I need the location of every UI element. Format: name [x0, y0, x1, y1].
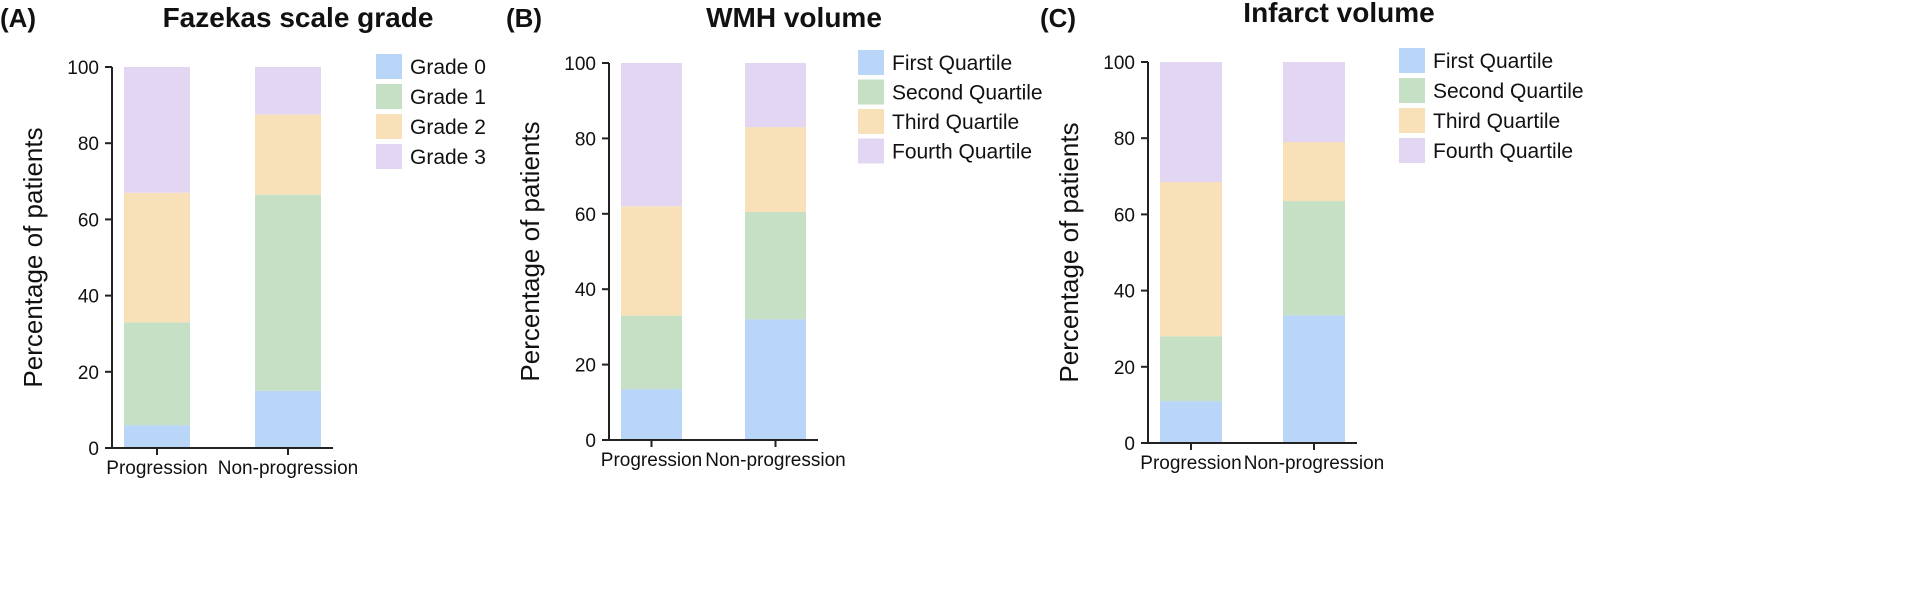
bar-segment: [1283, 315, 1345, 443]
x-tick-label: Progression: [601, 450, 702, 471]
chart-title: Fazekas scale grade: [163, 2, 434, 33]
bar-segment: [1283, 142, 1345, 202]
legend-swatch: [1399, 108, 1425, 133]
y-tick-label: 0: [88, 439, 99, 460]
y-axis-label: Percentage of patients: [515, 121, 545, 381]
bar-segment: [255, 194, 321, 391]
bar-segment: [124, 425, 190, 448]
legend-swatch: [1399, 138, 1425, 163]
panel-label: (A): [0, 3, 36, 33]
legend-label: Grade 3: [410, 146, 486, 169]
legend-label: Fourth Quartile: [892, 141, 1032, 164]
chart-panel-0: (A) Fazekas scale grade Progression Non-pro…: [0, 2, 486, 479]
y-tick-label: 80: [575, 129, 596, 150]
bar-segment: [1160, 336, 1222, 402]
y-tick-label: 20: [1114, 358, 1135, 379]
legend-swatch: [376, 84, 402, 109]
x-tick-label: Non-progression: [1244, 453, 1384, 474]
bar-segment: [1283, 201, 1345, 316]
legend-label: First Quartile: [1433, 50, 1553, 73]
chart-panel-1: (B) WMH volume Progression Non-progression 0…: [506, 2, 1043, 471]
legend-swatch: [858, 50, 884, 75]
bar-segment: [255, 67, 321, 115]
legend-label: First Quartile: [892, 52, 1012, 75]
legend-label: Grade 1: [410, 86, 486, 109]
y-axis-label: Percentage of patients: [1054, 122, 1084, 382]
legend-swatch: [858, 138, 884, 164]
y-tick-label: 100: [1103, 53, 1135, 74]
bar-segment: [255, 114, 321, 195]
legend-swatch: [376, 144, 402, 169]
bar-segment: [1160, 401, 1222, 443]
panel-label: (C): [1040, 3, 1076, 33]
x-tick-label: Non-progression: [218, 458, 358, 479]
y-tick-label: 40: [1114, 282, 1135, 303]
x-tick-label: Progression: [1140, 453, 1241, 474]
chart-title: Infarct volume: [1243, 0, 1434, 28]
legend-label: Grade 2: [410, 116, 486, 139]
chart-panel-2: (C) Infarct volume Progression Non-progress…: [1040, 0, 1584, 474]
y-tick-label: 60: [1114, 205, 1135, 226]
bar-segment: [621, 206, 682, 316]
bar-segment: [745, 63, 806, 128]
bar-segment: [621, 389, 682, 440]
bar-segment: [745, 319, 806, 440]
legend-swatch: [376, 114, 402, 139]
x-tick-label: Non-progression: [705, 450, 845, 471]
y-tick-label: 0: [1124, 434, 1135, 455]
y-tick-label: 80: [78, 134, 99, 155]
bar-segment: [1160, 62, 1222, 183]
bar-segment: [621, 63, 682, 207]
y-tick-label: 40: [78, 287, 99, 308]
legend-swatch: [1399, 48, 1425, 73]
legend-label: Fourth Quartile: [1433, 140, 1573, 163]
legend-swatch: [858, 109, 884, 134]
y-tick-label: 40: [575, 280, 596, 301]
y-tick-label: 20: [78, 363, 99, 384]
bar-segment: [124, 67, 190, 193]
y-tick-label: 0: [585, 431, 596, 452]
bar-segment: [621, 315, 682, 390]
y-tick-label: 60: [575, 205, 596, 226]
bar-segment: [1283, 62, 1345, 143]
bar-segment: [255, 390, 321, 448]
bar-segment: [124, 192, 190, 323]
legend-swatch: [376, 54, 402, 79]
bar-segment: [124, 322, 190, 426]
y-tick-label: 100: [67, 58, 99, 79]
legend-label: Third Quartile: [1433, 110, 1560, 133]
bar-segment: [745, 127, 806, 212]
legend-label: Grade 0: [410, 56, 486, 79]
legend-swatch: [1399, 78, 1425, 103]
chart-title: WMH volume: [706, 2, 882, 33]
x-tick-label: Progression: [106, 458, 207, 479]
legend-label: Third Quartile: [892, 111, 1019, 134]
legend-label: Second Quartile: [892, 82, 1043, 105]
y-tick-label: 100: [564, 54, 596, 75]
bar-segment: [1160, 182, 1222, 337]
y-tick-label: 60: [78, 210, 99, 231]
y-tick-label: 20: [575, 356, 596, 377]
legend-label: Second Quartile: [1433, 80, 1584, 103]
y-axis-label: Percentage of patients: [18, 127, 48, 387]
legend-swatch: [858, 79, 884, 105]
panel-label: (B): [506, 3, 542, 33]
bar-segment: [745, 211, 806, 320]
y-tick-label: 80: [1114, 129, 1135, 150]
